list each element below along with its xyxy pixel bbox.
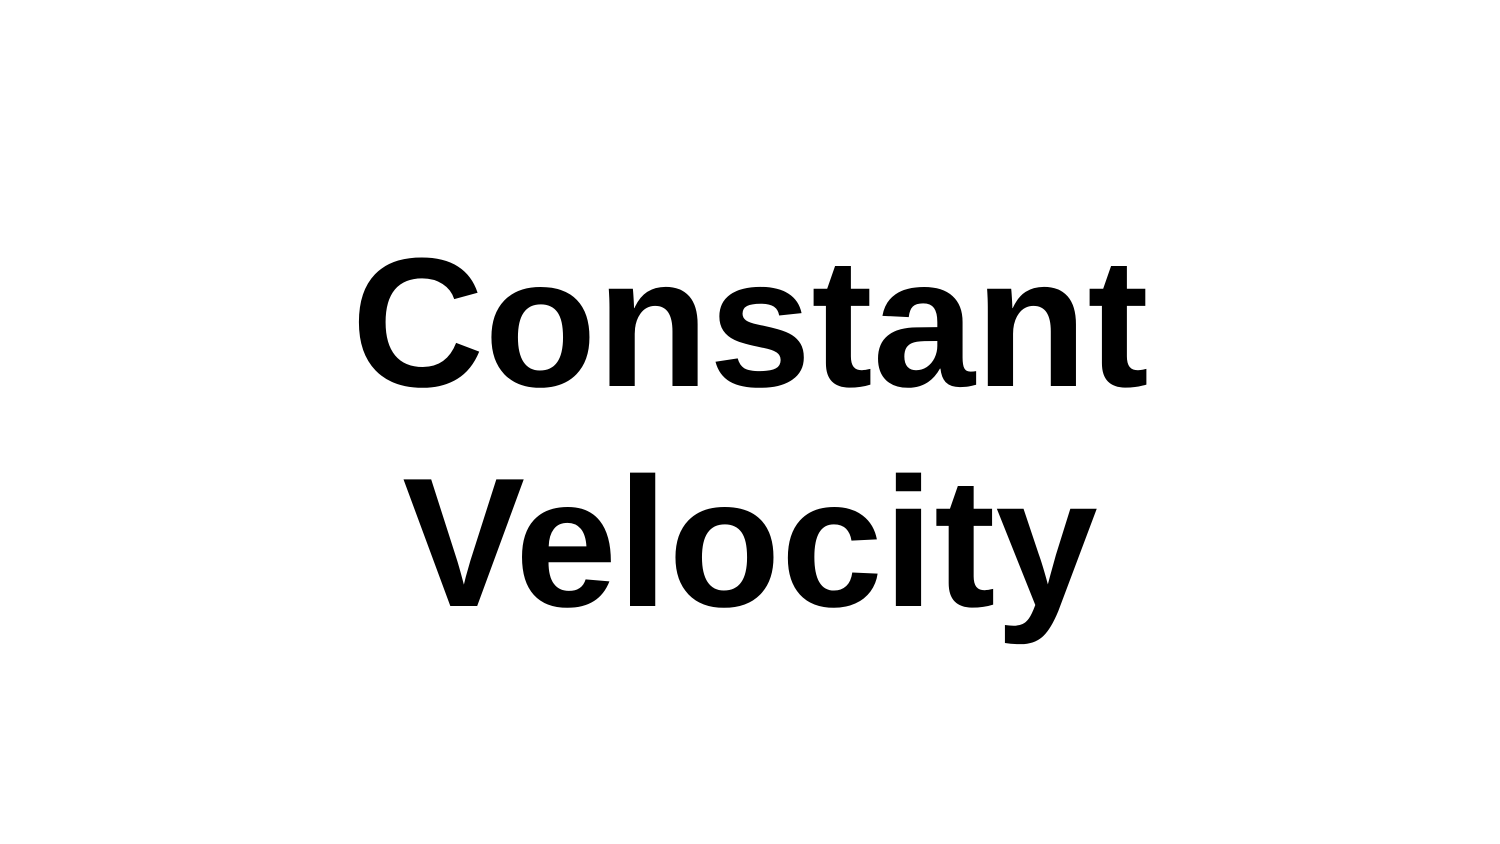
- title-line-2: Velocity: [402, 439, 1098, 645]
- slide-title: Constant Velocity: [0, 212, 1500, 652]
- title-line-1: Constant: [351, 219, 1149, 425]
